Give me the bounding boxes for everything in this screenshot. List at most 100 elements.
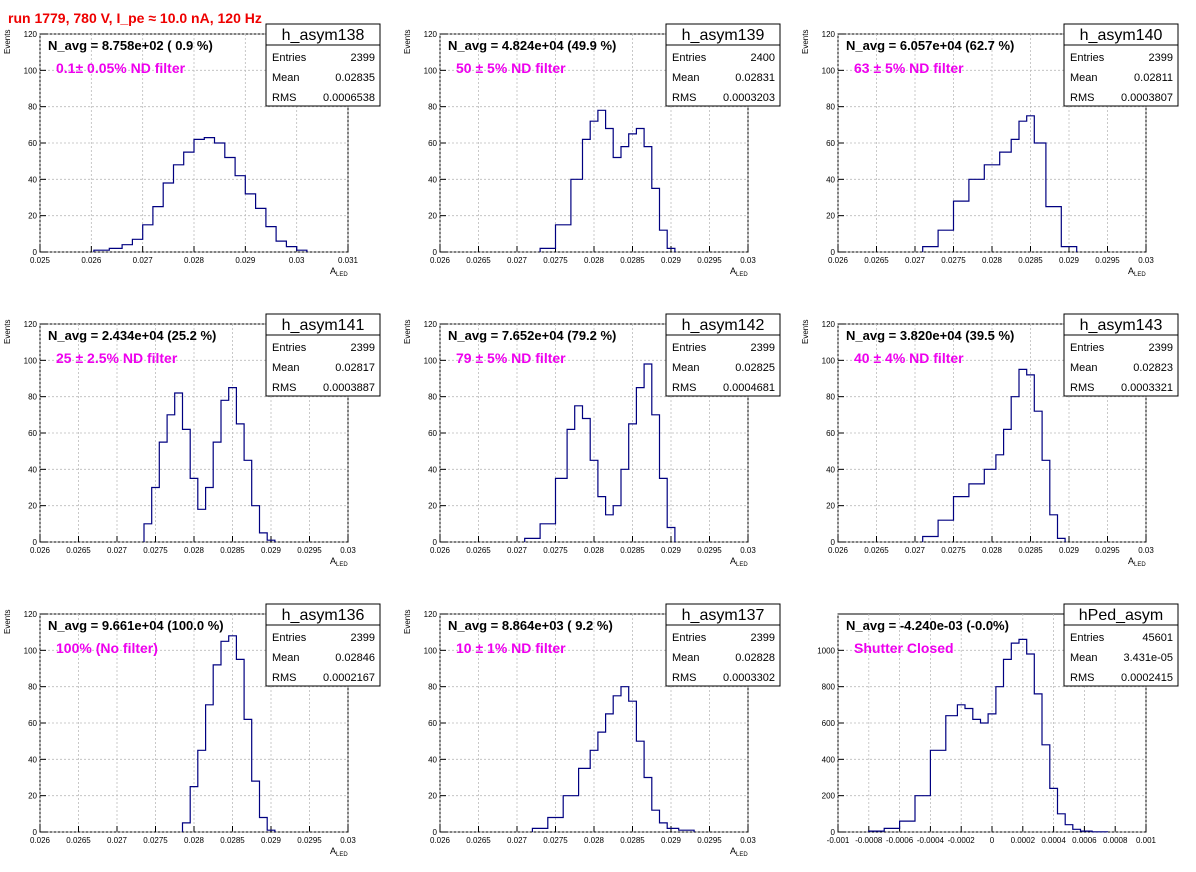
run-title: run 1779, 780 V, I_pe ≈ 10.0 nA, 120 Hz <box>8 10 262 26</box>
y-axis-label: Events <box>3 320 12 344</box>
navg-label: N_avg = -4.240e-03 (-0.0%) <box>846 618 1009 633</box>
y-tick-label: 120 <box>424 320 438 329</box>
y-tick-label: 20 <box>428 502 437 511</box>
y-tick-label: 20 <box>826 502 835 511</box>
x-tick-label: 0.0275 <box>143 836 168 845</box>
y-tick-label: 80 <box>428 393 437 402</box>
y-tick-label: 60 <box>826 139 835 148</box>
y-axis-label: Events <box>801 320 810 344</box>
histogram-name: h_asym136 <box>282 607 365 624</box>
histogram-series-line <box>181 635 276 832</box>
x-tick-label: 0.0295 <box>697 836 722 845</box>
y-tick-label: 60 <box>428 719 437 728</box>
x-tick-label: 0.027 <box>107 546 128 555</box>
stats-value: 0.0003807 <box>1121 92 1173 104</box>
x-tick-label: 0.03 <box>740 836 756 845</box>
y-tick-label: 0 <box>433 248 438 257</box>
x-tick-label: 0.0285 <box>620 836 645 845</box>
stats-key: Entries <box>272 52 307 64</box>
histogram-name: h_asym139 <box>682 27 765 44</box>
stats-key: Entries <box>672 632 707 644</box>
x-tick-label: 0.0285 <box>220 546 245 555</box>
navg-label: N_avg = 7.652e+04 (79.2 %) <box>448 328 616 343</box>
x-axis-label-subscript: LED <box>736 562 748 568</box>
stats-value: 0.02811 <box>1134 72 1173 84</box>
y-tick-label: 0 <box>831 248 836 257</box>
histogram-series-line <box>922 368 1066 542</box>
x-tick-label: -0.0004 <box>917 836 945 845</box>
stats-value: 0.0004681 <box>723 382 775 394</box>
stats-value: 0.0003321 <box>1121 382 1173 394</box>
stats-key: RMS <box>672 92 696 104</box>
histogram-name: hPed_asym <box>1079 607 1164 624</box>
histogram-panel-hPed_asym: -0.001 -0.0008 -0.0006 -0.0004 -0.0002 0 0.000… <box>817 603 1179 845</box>
filter-label: 100% (No filter) <box>56 640 158 656</box>
x-tick-label: 0.028 <box>184 256 205 265</box>
stats-key: RMS <box>272 92 296 104</box>
stats-value: 0.02835 <box>335 72 375 84</box>
x-tick-label: -0.0008 <box>855 836 883 845</box>
x-tick-label: 0.026 <box>81 256 102 265</box>
stats-value: 0.0002415 <box>1121 672 1173 684</box>
stats-value: 2399 <box>351 342 375 354</box>
x-tick-label: 0.027 <box>905 256 926 265</box>
x-tick-label: 0.0295 <box>1095 546 1120 555</box>
stats-key: Mean <box>1070 362 1098 374</box>
stats-box <box>265 313 381 397</box>
x-tick-label: 0.027 <box>507 836 528 845</box>
x-tick-label: 0.025 <box>30 256 51 265</box>
x-tick-label: 0.027 <box>905 546 926 555</box>
x-tick-label: 0.026 <box>30 836 51 845</box>
stats-value: 2399 <box>751 342 775 354</box>
x-tick-label: 0.028 <box>184 546 205 555</box>
y-tick-label: 0 <box>831 538 836 547</box>
stats-key: RMS <box>672 672 696 684</box>
stats-box <box>265 603 381 687</box>
y-tick-label: 120 <box>424 610 438 619</box>
stats-value: 2399 <box>751 632 775 644</box>
x-axis-label-subscript: LED <box>336 852 348 858</box>
y-tick-label: 60 <box>28 719 37 728</box>
y-tick-label: 0 <box>33 828 38 837</box>
histogram-panel-h_asym137: 0.026 0.0265 0.027 0.0275 0.028 0.0285 0.029 0.… <box>403 603 781 858</box>
y-tick-label: 100 <box>424 646 438 655</box>
histogram-name: h_asym142 <box>682 317 765 334</box>
x-axis-label: ALED <box>730 266 748 278</box>
x-tick-label: 0.0285 <box>1018 546 1043 555</box>
y-tick-label: 120 <box>424 30 438 39</box>
stats-key: Mean <box>672 652 700 664</box>
stats-key: Mean <box>672 362 700 374</box>
filter-label: 10 ± 1% ND filter <box>456 640 566 656</box>
x-tick-label: 0.029 <box>661 546 682 555</box>
y-tick-label: 100 <box>24 646 38 655</box>
x-tick-label: 0.03 <box>1138 546 1154 555</box>
stats-value: 0.02823 <box>1133 362 1173 374</box>
x-tick-label: 0.0275 <box>543 836 568 845</box>
stats-value: 0.0006538 <box>323 92 375 104</box>
x-tick-label: 0.03 <box>740 256 756 265</box>
x-tick-label: 0.0275 <box>941 546 966 555</box>
stats-value: 3.431e-05 <box>1123 652 1173 664</box>
stats-key: RMS <box>272 382 296 394</box>
histogram-name: h_asym143 <box>1080 317 1163 334</box>
histogram-series-line <box>922 115 1078 252</box>
y-tick-label: 20 <box>28 502 37 511</box>
stats-value: 0.02828 <box>735 652 775 664</box>
histogram-series-line <box>93 137 308 252</box>
y-tick-label: 40 <box>28 175 37 184</box>
x-tick-label: 0.029 <box>1059 256 1080 265</box>
x-tick-label: 0.028 <box>584 256 605 265</box>
histogram-series-line <box>524 363 676 542</box>
stats-value: 2399 <box>1149 342 1173 354</box>
x-tick-label: 0.026 <box>828 546 849 555</box>
x-tick-label: 0.028 <box>982 546 1003 555</box>
x-tick-label: 0.03 <box>1138 256 1154 265</box>
x-tick-label: 0.0285 <box>620 546 645 555</box>
x-tick-label: 0.0265 <box>466 836 491 845</box>
x-axis-label-subscript: LED <box>1134 272 1146 278</box>
stats-value: 0.0002167 <box>323 672 375 684</box>
histogram-panel-h_asym142: 0.026 0.0265 0.027 0.0275 0.028 0.0285 0.029 0.… <box>403 313 781 568</box>
x-tick-label: 0.0295 <box>297 546 322 555</box>
stats-box <box>665 23 781 107</box>
y-tick-label: 40 <box>28 755 37 764</box>
